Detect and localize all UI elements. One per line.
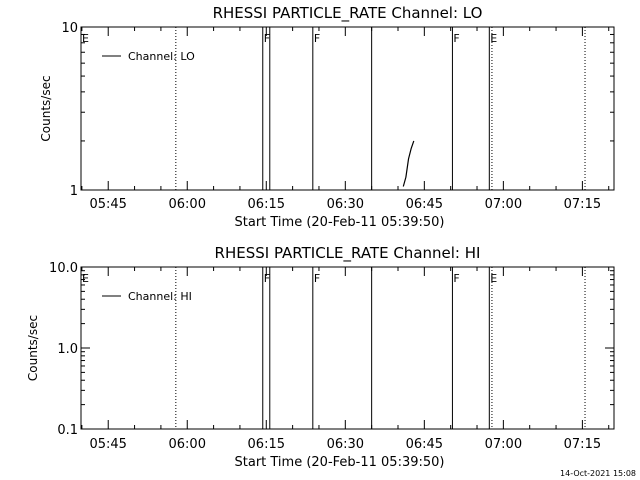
x-tick-label: 06:00 <box>169 197 206 212</box>
x-tick-label: 07:15 <box>564 197 601 212</box>
marker-flag-f: F <box>264 32 270 45</box>
x-tick-label: 05:45 <box>89 197 126 212</box>
y-axis-label: Counts/sec <box>39 75 53 141</box>
x-tick-label: 06:15 <box>248 197 285 212</box>
y-tick-label: 0.1 <box>57 423 78 438</box>
x-tick-label: 06:15 <box>248 437 285 452</box>
series-line <box>402 140 415 187</box>
panels: RHESSI PARTICLE_RATE Channel: LO 1 10 Count… <box>26 4 615 470</box>
y-tick-label: 10.0 <box>49 261 78 276</box>
marker-flag-f: F <box>453 272 459 285</box>
x-tick-label: 06:30 <box>327 197 364 212</box>
marker-flag-e: E <box>490 272 497 285</box>
marker-flag-e: E <box>82 272 89 285</box>
legend-entry: Channel: LO <box>128 50 195 63</box>
chart-title: RHESSI PARTICLE_RATE Channel: LO <box>213 4 483 23</box>
y-axis-label: Counts/sec <box>26 315 40 381</box>
x-tick-label: 06:45 <box>406 197 443 212</box>
x-axis-label: Start Time (20-Feb-11 05:39:50) <box>235 215 445 230</box>
y-tick-label: 10 <box>61 21 78 36</box>
marker-flag-e: E <box>82 32 89 45</box>
marker-flag-f: F <box>314 32 320 45</box>
panel-lo: RHESSI PARTICLE_RATE Channel: LO 1 10 Count… <box>39 4 615 230</box>
x-tick-label: 07:00 <box>485 197 522 212</box>
chart-title: RHESSI PARTICLE_RATE Channel: HI <box>215 244 481 263</box>
x-tick-label: 07:15 <box>564 437 601 452</box>
y-tick-label: 1.0 <box>57 342 78 357</box>
y-tick-label: 1 <box>70 184 78 199</box>
marker-flag-e: E <box>490 32 497 45</box>
marker-flag-f: F <box>453 32 459 45</box>
panel-hi: RHESSI PARTICLE_RATE Channel: HI 0.1 1.0 10… <box>26 244 615 470</box>
marker-flag-f: F <box>314 272 320 285</box>
x-tick-label: 06:00 <box>169 437 206 452</box>
x-axis-label: Start Time (20-Feb-11 05:39:50) <box>235 455 445 470</box>
x-tick-label: 05:45 <box>89 437 126 452</box>
footer-timestamp: 14-Oct-2021 15:08 <box>560 469 636 478</box>
x-tick-label: 07:00 <box>485 437 522 452</box>
legend-entry: Channel: HI <box>128 290 192 303</box>
x-tick-label: 06:30 <box>327 437 364 452</box>
marker-flag-f: F <box>264 272 270 285</box>
x-tick-label: 06:45 <box>406 437 443 452</box>
